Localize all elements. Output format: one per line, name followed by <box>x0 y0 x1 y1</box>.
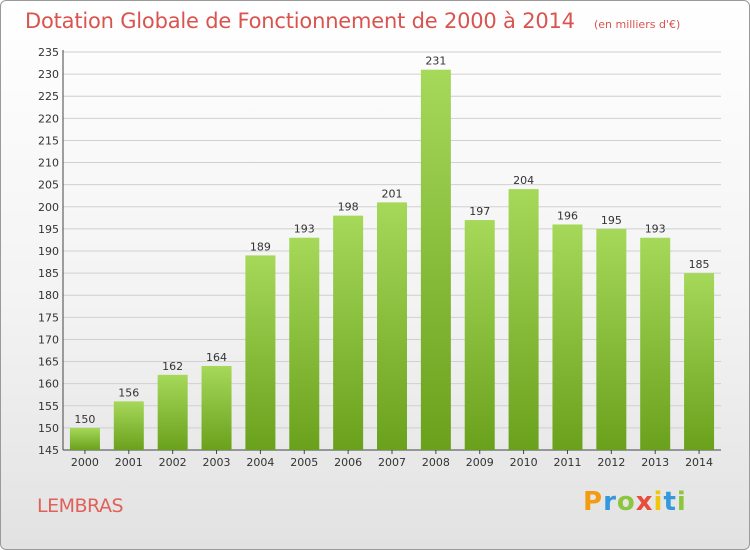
data-label: 193 <box>294 223 315 236</box>
data-label: 150 <box>74 413 95 426</box>
data-label: 201 <box>382 187 403 200</box>
x-tick-label: 2004 <box>246 456 274 469</box>
y-tick-label: 160 <box>38 378 59 391</box>
x-tick-label: 2003 <box>203 456 231 469</box>
x-tick-label: 2000 <box>71 456 99 469</box>
bar <box>245 255 276 450</box>
data-label: 204 <box>513 174 534 187</box>
bar <box>508 189 539 451</box>
logo-letter: t <box>663 487 677 517</box>
bar <box>464 220 495 450</box>
bar <box>377 202 407 450</box>
y-tick-label: 150 <box>38 422 59 435</box>
y-tick-label: 215 <box>38 134 59 147</box>
y-tick-label: 200 <box>38 201 59 214</box>
logo-letter: i <box>653 487 664 517</box>
x-tick-label: 2012 <box>597 456 625 469</box>
x-tick-label: 2008 <box>422 456 450 469</box>
proxiti-logo[interactable]: Proxiti <box>583 487 687 517</box>
x-tick-label: 2009 <box>466 456 494 469</box>
bar <box>333 215 364 450</box>
bar <box>69 427 100 450</box>
x-tick-label: 2002 <box>159 456 187 469</box>
y-tick-label: 225 <box>38 90 59 103</box>
logo-letter: x <box>635 487 654 517</box>
data-label: 195 <box>601 214 622 227</box>
y-tick-label: 145 <box>38 444 59 457</box>
bar <box>420 69 451 450</box>
bar <box>157 374 188 450</box>
logo-letter: r <box>603 487 617 517</box>
bar <box>596 228 627 450</box>
bar <box>684 273 715 450</box>
bar <box>201 365 232 450</box>
x-tick-label: 2005 <box>290 456 318 469</box>
x-tick-label: 2013 <box>641 456 669 469</box>
data-label: 156 <box>118 386 139 399</box>
x-tick-label: 2011 <box>553 456 581 469</box>
x-tick-label: 2007 <box>378 456 406 469</box>
y-tick-label: 165 <box>38 356 59 369</box>
data-label: 198 <box>338 201 359 214</box>
bar <box>552 224 583 450</box>
chart-title: Dotation Globale de Fonctionnement de 20… <box>25 9 575 33</box>
logo-letter: i <box>676 487 687 517</box>
data-label: 185 <box>689 258 710 271</box>
y-tick-label: 155 <box>38 400 59 413</box>
data-label: 193 <box>645 223 666 236</box>
data-label: 196 <box>557 209 578 222</box>
y-tick-label: 185 <box>38 267 59 280</box>
chart-unit-note: (en milliers d'€) <box>593 18 681 31</box>
y-tick-label: 235 <box>38 46 59 59</box>
logo-letter: o <box>616 487 636 517</box>
y-tick-label: 180 <box>38 289 59 302</box>
logo-letter: P <box>583 487 604 517</box>
y-tick-label: 175 <box>38 311 59 324</box>
commune-name: LEMBRAS <box>37 495 124 517</box>
y-tick-label: 195 <box>38 223 59 236</box>
x-tick-label: 2006 <box>334 456 362 469</box>
x-tick-label: 2014 <box>685 456 713 469</box>
data-label: 164 <box>206 351 227 364</box>
bar <box>640 237 671 450</box>
y-tick-label: 210 <box>38 157 59 170</box>
y-tick-label: 170 <box>38 333 59 346</box>
labels: 145 150 155 160 165 170 175 180 185 190 195 200 205 2… <box>38 46 713 469</box>
data-label: 197 <box>469 205 490 218</box>
x-tick-label: 2001 <box>115 456 143 469</box>
data-label: 189 <box>250 240 271 253</box>
data-label: 162 <box>162 360 183 373</box>
y-tick-label: 190 <box>38 245 59 258</box>
y-tick-label: 230 <box>38 68 59 81</box>
x-tick-label: 2010 <box>510 456 538 469</box>
bar <box>113 401 144 450</box>
data-label: 231 <box>425 55 446 68</box>
bars <box>69 69 715 451</box>
y-tick-label: 220 <box>38 112 59 125</box>
y-tick-label: 205 <box>38 179 59 192</box>
bar <box>289 237 320 450</box>
title-row: Dotation Globale de Fonctionnement de 20… <box>25 9 680 33</box>
